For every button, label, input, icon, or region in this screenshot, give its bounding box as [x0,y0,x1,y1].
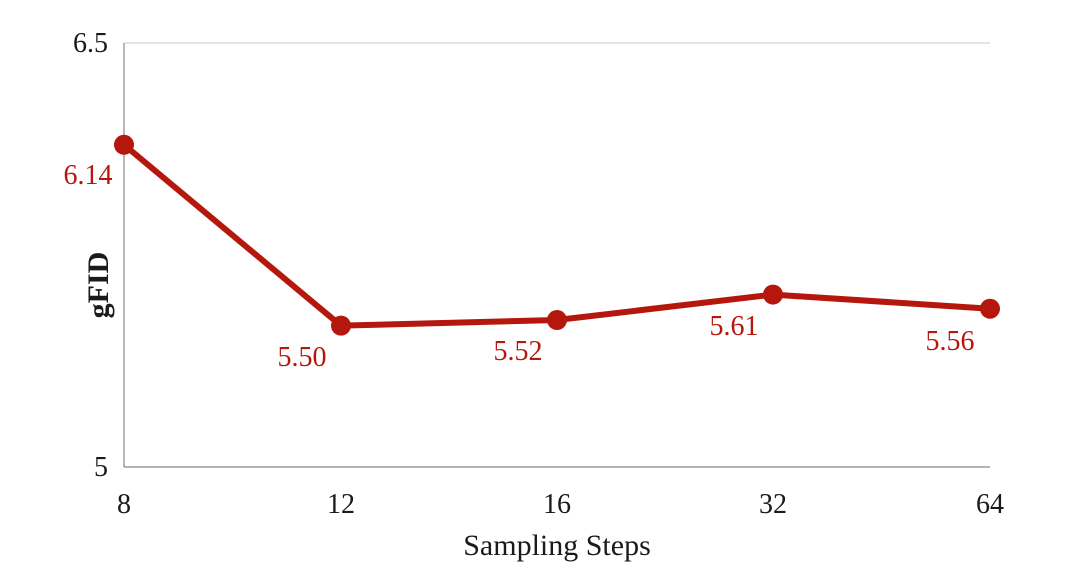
data-label: 5.50 [278,342,327,373]
series-layer: 6.14 5.50 5.52 5.61 5.56 [64,134,1000,373]
data-point [980,298,1000,319]
y-axis-title: gFID [82,252,115,319]
x-axis-title: Sampling Steps [463,529,651,562]
x-tick-label: 64 [976,489,1004,520]
data-label: 5.61 [710,311,759,342]
x-tick-label: 16 [543,489,571,520]
y-tick-label: 6.5 [73,28,108,59]
data-label: 5.52 [494,336,543,367]
x-tick-label: 32 [759,489,787,520]
y-tick-labels: 6.55 [73,28,108,483]
data-label: 5.56 [926,326,975,357]
x-tick-label: 8 [117,489,131,520]
series-line [121,141,993,329]
data-point [547,310,567,331]
x-tick-label: 12 [327,489,355,520]
data-point [763,284,783,305]
x-tick-labels: 8 12 16 32 64 [117,489,1004,520]
y-tick-label: 5 [94,452,108,483]
data-point [331,315,351,336]
data-point [114,134,134,155]
data-label: 6.14 [64,160,113,191]
